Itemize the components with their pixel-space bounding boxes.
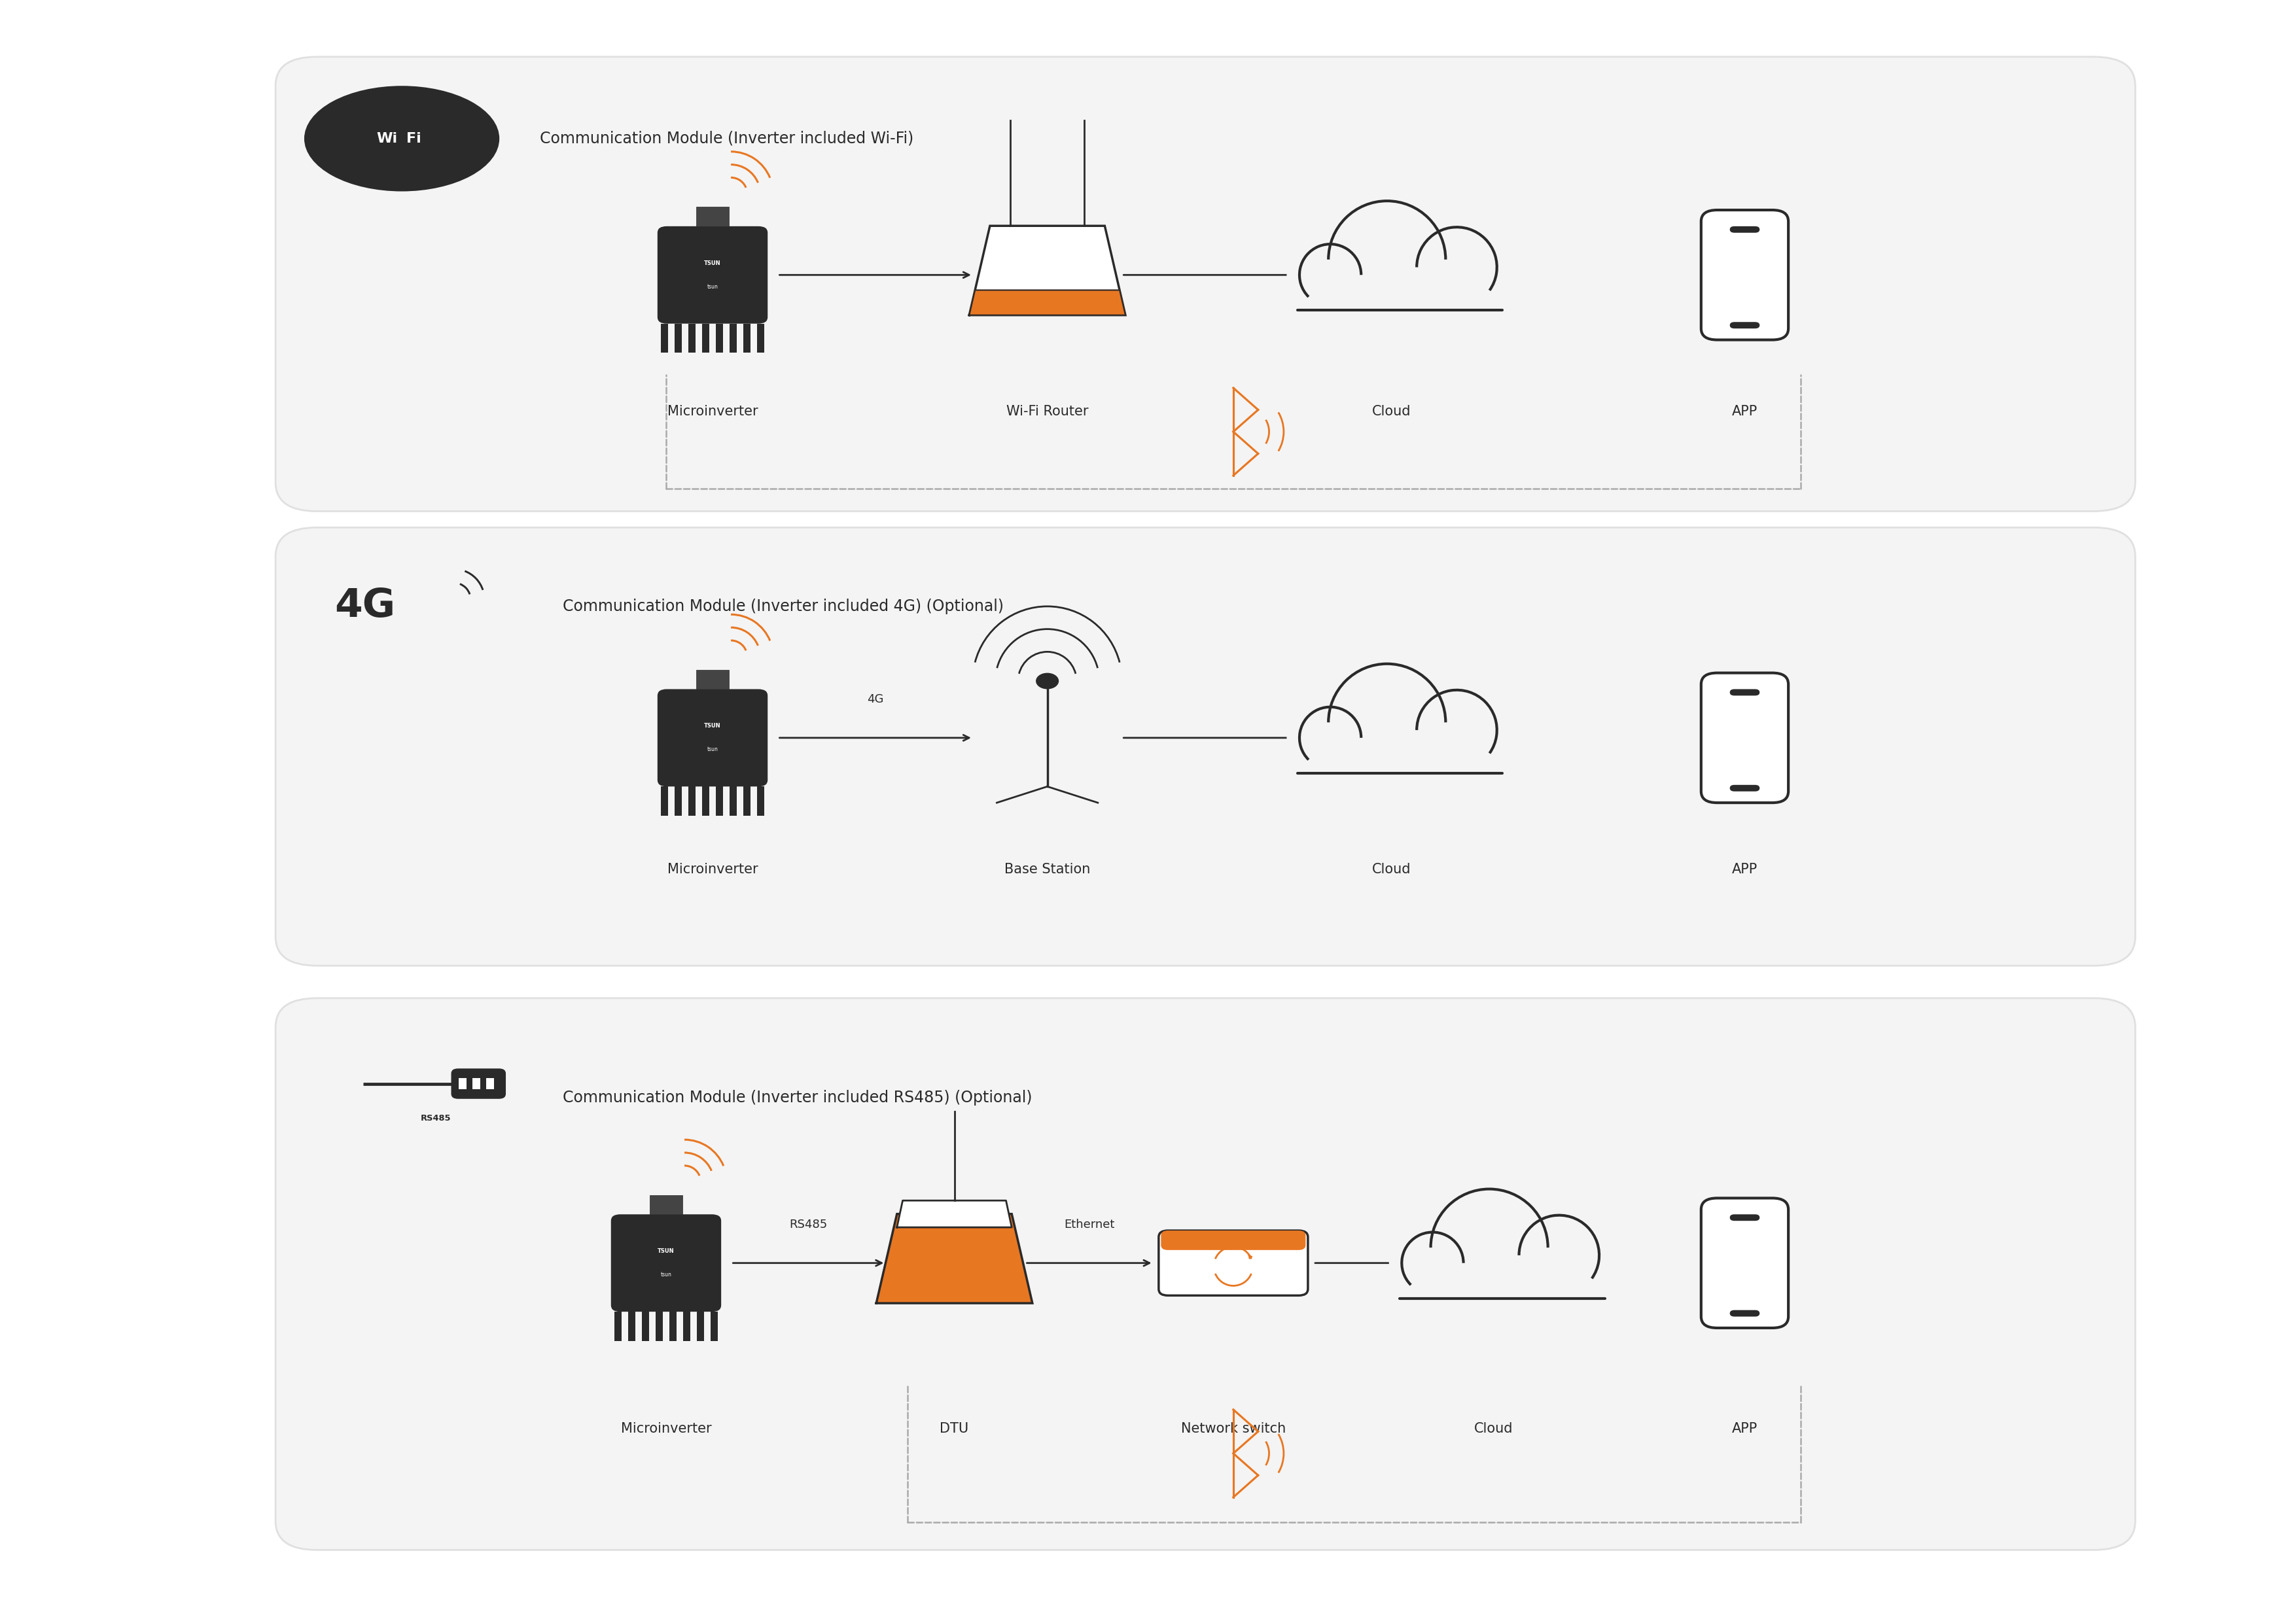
Bar	[675, 323, 682, 352]
Text: Communication Module (Inverter included RS485) (Optional): Communication Module (Inverter included …	[563, 1089, 1031, 1105]
FancyBboxPatch shape	[450, 1068, 505, 1099]
Text: Cloud: Cloud	[1474, 1422, 1513, 1435]
Text: tsun: tsun	[661, 1272, 673, 1277]
FancyBboxPatch shape	[1729, 690, 1759, 696]
FancyBboxPatch shape	[276, 998, 2135, 1550]
Bar	[712, 1311, 719, 1341]
FancyBboxPatch shape	[1701, 674, 1789, 803]
Polygon shape	[969, 291, 1125, 315]
Text: TSUN: TSUN	[705, 724, 721, 729]
Text: DTU: DTU	[939, 1422, 969, 1435]
Bar	[703, 787, 709, 816]
Text: APP: APP	[1731, 404, 1756, 417]
Text: Cloud: Cloud	[1373, 863, 1410, 876]
Ellipse shape	[303, 86, 501, 192]
Bar	[459, 1078, 466, 1089]
FancyBboxPatch shape	[1729, 1310, 1759, 1316]
Circle shape	[1286, 243, 1373, 305]
FancyBboxPatch shape	[1159, 1230, 1309, 1295]
Text: Microinverter: Microinverter	[620, 1422, 712, 1435]
Circle shape	[1401, 227, 1513, 307]
Circle shape	[1407, 1190, 1573, 1307]
FancyBboxPatch shape	[1701, 1198, 1789, 1328]
Bar	[643, 1311, 650, 1341]
Bar	[684, 1311, 691, 1341]
Circle shape	[1502, 1216, 1616, 1295]
Circle shape	[1401, 690, 1513, 771]
Bar	[675, 787, 682, 816]
Text: tsun: tsun	[707, 747, 719, 753]
Text: Network switch: Network switch	[1180, 1422, 1286, 1435]
Text: Fi: Fi	[406, 131, 420, 144]
Bar	[716, 323, 723, 352]
Polygon shape	[877, 1214, 1033, 1303]
Bar	[698, 1311, 705, 1341]
Text: Wi-Fi Router: Wi-Fi Router	[1006, 404, 1088, 417]
Bar	[487, 1078, 494, 1089]
Bar	[670, 1311, 677, 1341]
Text: tsun: tsun	[707, 284, 719, 289]
Text: Communication Module (Inverter included Wi-Fi): Communication Module (Inverter included …	[540, 131, 914, 146]
Text: APP: APP	[1731, 863, 1756, 876]
Bar	[744, 787, 751, 816]
FancyBboxPatch shape	[1701, 209, 1789, 339]
FancyBboxPatch shape	[1162, 1230, 1306, 1250]
Text: Microinverter: Microinverter	[668, 404, 758, 417]
FancyBboxPatch shape	[1729, 1214, 1759, 1220]
Circle shape	[1304, 201, 1469, 318]
Circle shape	[1304, 664, 1469, 781]
Text: APP: APP	[1731, 1422, 1756, 1435]
Text: Microinverter: Microinverter	[668, 863, 758, 876]
Bar	[1286, 295, 1513, 318]
Circle shape	[1389, 1232, 1476, 1294]
FancyBboxPatch shape	[657, 690, 767, 787]
Text: 4G: 4G	[335, 588, 395, 625]
Bar	[730, 323, 737, 352]
Bar	[689, 787, 696, 816]
Bar	[657, 1311, 664, 1341]
Text: Cloud: Cloud	[1373, 404, 1410, 417]
Bar	[650, 1195, 682, 1214]
FancyBboxPatch shape	[276, 527, 2135, 966]
FancyBboxPatch shape	[657, 226, 767, 323]
FancyBboxPatch shape	[276, 57, 2135, 511]
Bar	[661, 323, 668, 352]
Bar	[744, 323, 751, 352]
Bar	[629, 1311, 636, 1341]
FancyBboxPatch shape	[611, 1214, 721, 1311]
FancyBboxPatch shape	[1729, 226, 1759, 232]
Bar	[661, 787, 668, 816]
Bar	[473, 1078, 480, 1089]
Bar	[703, 323, 709, 352]
Circle shape	[1035, 674, 1058, 690]
Bar	[1389, 1282, 1616, 1307]
Bar	[615, 1311, 622, 1341]
Bar	[696, 206, 728, 226]
FancyBboxPatch shape	[1729, 321, 1759, 328]
Text: Wi: Wi	[377, 131, 397, 144]
Text: Communication Module (Inverter included 4G) (Optional): Communication Module (Inverter included …	[563, 599, 1003, 613]
Text: TSUN: TSUN	[657, 1248, 675, 1255]
Bar	[758, 323, 765, 352]
Text: TSUN: TSUN	[705, 260, 721, 266]
Text: 4G: 4G	[868, 693, 884, 706]
Text: Base Station: Base Station	[1003, 863, 1091, 876]
FancyBboxPatch shape	[1729, 786, 1759, 792]
Polygon shape	[898, 1201, 1013, 1227]
Bar	[689, 323, 696, 352]
Circle shape	[1286, 708, 1373, 769]
Polygon shape	[969, 226, 1125, 315]
Bar	[758, 787, 765, 816]
Bar	[730, 787, 737, 816]
Text: RS485: RS485	[790, 1219, 827, 1230]
Bar	[1286, 758, 1513, 781]
Text: RS485: RS485	[420, 1113, 450, 1123]
Bar	[716, 787, 723, 816]
Bar	[696, 670, 728, 690]
Text: Ethernet: Ethernet	[1063, 1219, 1114, 1230]
